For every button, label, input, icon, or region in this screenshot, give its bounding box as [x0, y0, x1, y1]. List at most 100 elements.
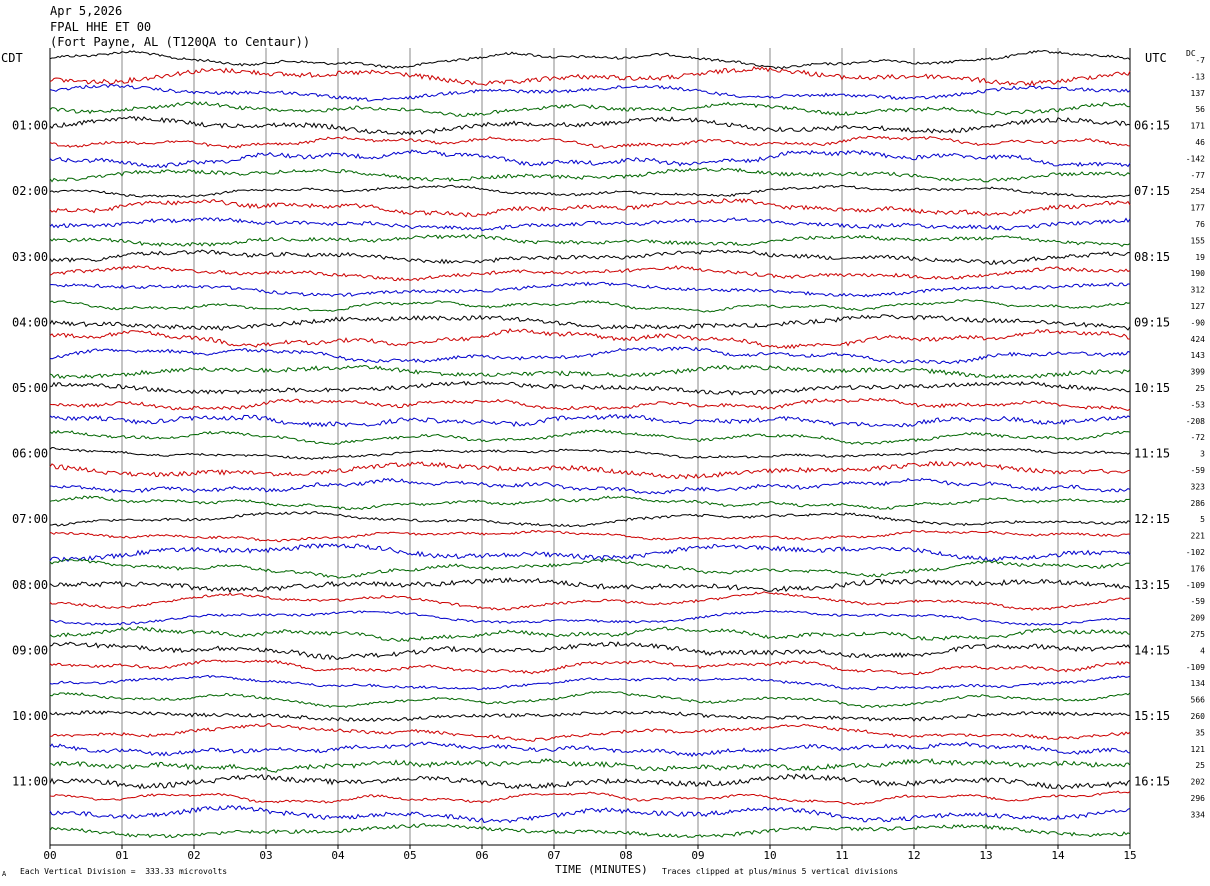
left-time-label: 10:00 [12, 709, 48, 723]
x-tick-label-12: 12 [907, 849, 920, 862]
right-time-label: 16:15 [1134, 775, 1170, 789]
right-time-label: 10:15 [1134, 381, 1170, 395]
trace-row-44 [49, 773, 1131, 790]
left-time-label: 02:00 [12, 184, 48, 198]
trace-row-40 [49, 710, 1131, 722]
trace-row-10 [49, 217, 1131, 232]
trace-row-4 [49, 115, 1131, 136]
left-time-label: 07:00 [12, 512, 48, 526]
x-tick-label-00: 00 [43, 849, 56, 862]
left-time-label: 01:00 [12, 119, 48, 133]
x-tick-label-06: 06 [475, 849, 488, 862]
dc-offset-label: -109 [1186, 581, 1205, 590]
trace-row-21 [49, 397, 1131, 412]
left-time-label: 11:00 [12, 775, 48, 789]
dc-offset-label: 424 [1191, 335, 1206, 344]
trace-row-36 [49, 641, 1131, 661]
dc-offset-label: 202 [1191, 778, 1206, 787]
trace-row-29 [49, 529, 1131, 543]
trace-row-32 [49, 577, 1131, 594]
dc-offset-label: -53 [1191, 400, 1206, 409]
trace-row-13 [49, 265, 1131, 282]
trace-row-30 [49, 543, 1131, 563]
right-time-label: 14:15 [1134, 643, 1170, 657]
x-tick-label-01: 01 [115, 849, 128, 862]
dc-offset-label: -109 [1186, 663, 1205, 672]
trace-row-6 [49, 149, 1131, 169]
trace-row-31 [49, 558, 1131, 579]
trace-row-37 [49, 659, 1131, 676]
left-timezone-label: CDT [1, 51, 23, 65]
dc-offset-label: 134 [1191, 679, 1206, 688]
trace-row-12 [49, 249, 1131, 266]
trace-row-43 [49, 758, 1131, 773]
dc-offset-label: -77 [1191, 171, 1206, 180]
dc-offset-label: 286 [1191, 499, 1206, 508]
trace-row-26 [49, 477, 1131, 495]
x-tick-label-05: 05 [403, 849, 416, 862]
header-location: (Fort Payne, AL (T120QA to Centaur)) [50, 35, 311, 49]
dc-offset-label: 127 [1191, 302, 1206, 311]
trace-row-5 [49, 135, 1131, 149]
dc-offset-label: -59 [1191, 466, 1206, 475]
scale-note: Each Vertical Division = 333.33 microvol… [20, 867, 228, 876]
dc-offset-label: -90 [1191, 318, 1206, 327]
x-tick-label-07: 07 [547, 849, 560, 862]
trace-row-42 [49, 741, 1131, 758]
dc-offset-label: -7 [1195, 56, 1205, 65]
left-time-label: 03:00 [12, 250, 48, 264]
right-time-label: 11:15 [1134, 447, 1170, 461]
right-time-label: 07:15 [1134, 184, 1170, 198]
dc-offset-label: -102 [1186, 548, 1205, 557]
x-axis-title: TIME (MINUTES) [555, 863, 648, 876]
dc-offset-label: 177 [1191, 204, 1206, 213]
trace-row-23 [49, 429, 1131, 446]
right-time-label: 08:15 [1134, 250, 1170, 264]
dc-offset-label: 4 [1200, 646, 1205, 655]
trace-row-0 [49, 49, 1131, 70]
corner-mark: A [2, 870, 7, 878]
dc-offset-label: 155 [1191, 236, 1206, 245]
dc-offset-label: 312 [1191, 286, 1206, 295]
trace-row-17 [49, 327, 1130, 350]
x-tick-label-09: 09 [691, 849, 704, 862]
dc-offset-label: 296 [1191, 794, 1206, 803]
right-time-label: 12:15 [1134, 512, 1170, 526]
right-time-label: 06:15 [1134, 119, 1170, 133]
time-labels: -7-131375617146-142-77254177761551919031… [12, 56, 1205, 819]
trace-row-38 [49, 674, 1131, 691]
header-date: Apr 5,2026 [50, 4, 123, 18]
left-time-label: 08:00 [12, 578, 48, 592]
trace-row-33 [49, 591, 1130, 612]
dc-offset-label: 121 [1191, 745, 1206, 754]
x-tick-label-02: 02 [187, 849, 200, 862]
minute-gridlines [49, 48, 1131, 845]
dc-offset-label: 5 [1200, 515, 1205, 524]
dc-offset-label: 254 [1191, 187, 1206, 196]
dc-offset-label: 137 [1191, 89, 1206, 98]
right-time-label: 15:15 [1134, 709, 1170, 723]
dc-offset-label: 176 [1191, 564, 1206, 573]
left-time-label: 05:00 [12, 381, 48, 395]
trace-row-47 [49, 823, 1131, 839]
x-tick-label-15: 15 [1123, 849, 1136, 862]
x-tick-label-11: 11 [835, 849, 848, 862]
right-time-label: 13:15 [1134, 578, 1170, 592]
x-tick-label-03: 03 [259, 849, 272, 862]
dc-offset-label: 260 [1191, 712, 1206, 721]
seismic-traces [49, 49, 1131, 839]
dc-offset-label: 56 [1195, 105, 1205, 114]
left-time-label: 04:00 [12, 315, 48, 329]
dc-offset-label: 19 [1195, 253, 1205, 262]
dc-offset-label: 171 [1191, 122, 1206, 131]
dc-offset-label: -13 [1191, 72, 1206, 81]
dc-offset-label: 25 [1195, 761, 1205, 770]
dc-offset-label: -142 [1186, 154, 1205, 163]
dc-offset-label: 275 [1191, 630, 1206, 639]
dc-offset-label: 3 [1200, 450, 1205, 459]
trace-row-14 [49, 281, 1131, 298]
dc-offset-label: 143 [1191, 351, 1206, 360]
trace-row-25 [49, 460, 1131, 480]
dc-offset-label: -59 [1191, 597, 1206, 606]
trace-row-28 [50, 511, 1131, 528]
